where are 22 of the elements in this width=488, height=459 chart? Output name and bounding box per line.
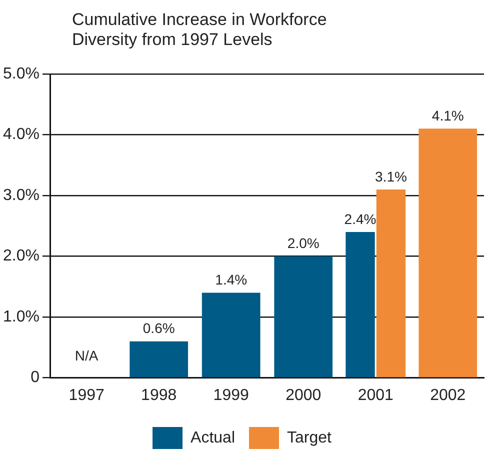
y-tick-label: 3.0% [3,186,40,204]
data-label: 4.1% [432,108,464,124]
data-label: 0.6% [142,320,175,336]
legend-label: Target [287,429,332,446]
x-tick-label: 1999 [213,386,250,404]
y-tick-label: 0 [30,369,40,386]
y-tick-label: 5.0% [3,65,40,82]
x-tick-label: 1997 [68,386,104,404]
x-tick-label: 2002 [430,386,466,404]
data-label: 2.4% [344,210,376,227]
x-tick-label: 2000 [286,386,322,404]
y-tick-label: 1.0% [3,308,40,326]
chart-title: Cumulative Increase in Workforce Diversity from 1997 Levels [72,10,328,50]
data-label: 3.1% [375,168,407,184]
x-tick-label: 2001 [358,386,394,404]
x-tick-label: 1998 [141,386,177,404]
y-tick-label: 4.0% [3,126,40,144]
y-tick-label: 2.0% [3,248,40,265]
data-label: 2.0% [287,235,320,252]
data-label: 1.4% [215,272,248,288]
legend-label: Actual [190,429,235,446]
text: N/A [74,348,98,364]
